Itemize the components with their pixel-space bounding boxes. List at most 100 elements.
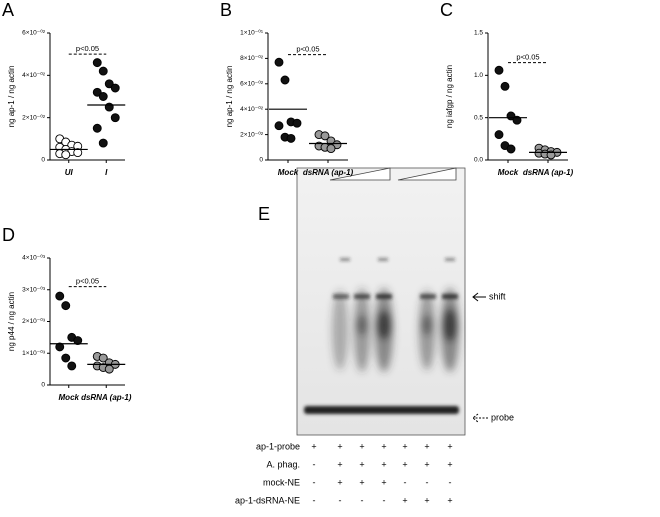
data-point [92, 123, 102, 133]
y-tick-label: 1.5 [474, 30, 483, 37]
y-tick-label: 2×10⁻⁰² [240, 130, 264, 138]
row-sign: + [381, 477, 386, 487]
y-tick-label: 0.0 [474, 157, 483, 164]
row-sign: + [447, 495, 452, 505]
data-point [55, 342, 65, 352]
data-point [98, 353, 108, 363]
data-point [61, 353, 71, 363]
data-point [104, 79, 114, 89]
row-sign: - [313, 459, 316, 469]
data-point [92, 58, 102, 68]
panel-letter: D [2, 225, 15, 245]
y-tick-label: 0 [41, 382, 45, 389]
data-point [326, 144, 336, 154]
row-sign: + [311, 441, 316, 451]
x-tick-label: dsRNA (ap-1) [523, 168, 574, 177]
y-tick-label: 1×10⁻⁰¹ [240, 29, 264, 37]
y-tick-label: 4×10⁻⁰³ [22, 254, 46, 262]
data-point [274, 57, 284, 67]
data-point [92, 87, 102, 97]
data-point [500, 81, 510, 91]
y-axis-label: ng iafgp / ng actin [445, 65, 454, 128]
row-sign: + [337, 459, 342, 469]
row-sign: + [381, 459, 386, 469]
row-sign: + [337, 477, 342, 487]
row-sign: + [447, 441, 452, 451]
y-tick-label: 8×10⁻⁰² [240, 54, 264, 62]
row-label: A. phag. [266, 459, 300, 469]
row-sign: - [313, 495, 316, 505]
row-sign: - [426, 477, 429, 487]
x-tick-label: I [105, 168, 108, 177]
gel-bands [304, 258, 459, 414]
shift-arrow [472, 292, 486, 302]
y-tick-label: 2×10⁻⁰² [22, 113, 46, 121]
y-tick-label: 4×10⁻⁰² [240, 105, 264, 113]
data-point [320, 131, 330, 141]
data-point [61, 150, 71, 160]
row-label: ap-1-probe [256, 441, 300, 451]
probe-arrow [472, 413, 488, 423]
shift-label: shift [489, 291, 506, 301]
significance-label: p<0.05 [516, 53, 539, 62]
y-tick-label: 0 [259, 157, 263, 164]
significance-label: p<0.05 [76, 44, 99, 53]
x-tick-label: Mock [498, 168, 519, 177]
x-tick-label: Mock [59, 393, 80, 402]
data-point [494, 130, 504, 140]
data-point [292, 118, 302, 128]
data-point [494, 65, 504, 75]
row-sign: - [449, 477, 452, 487]
y-tick-label: 4×10⁻⁰² [22, 71, 46, 79]
y-axis-label: ng ap-1 / ng actin [225, 66, 234, 128]
row-sign: - [383, 495, 386, 505]
row-label: ap-1-dsRNA-NE [235, 495, 300, 505]
x-tick-label: dsRNA (ap-1) [81, 393, 132, 402]
row-sign: + [424, 495, 429, 505]
row-sign: + [447, 459, 452, 469]
x-tick-label: dsRNA (ap-1) [303, 168, 354, 177]
data-point [73, 148, 83, 158]
row-sign: + [359, 441, 364, 451]
panel-letter: B [220, 0, 232, 20]
data-point [104, 364, 114, 374]
row-sign: + [402, 441, 407, 451]
panel-letter: E [258, 204, 270, 224]
data-point [286, 133, 296, 143]
row-sign: + [359, 477, 364, 487]
row-label: mock-NE [263, 477, 300, 487]
data-point [110, 113, 120, 123]
data-point [104, 102, 114, 112]
y-axis-label: ng ap-1 / ng actin [7, 66, 16, 128]
gradient-triangle [329, 167, 391, 181]
data-point [67, 361, 77, 371]
x-tick-label: Mock [278, 168, 299, 177]
row-sign: + [359, 459, 364, 469]
row-sign: + [402, 459, 407, 469]
data-point [506, 144, 516, 154]
y-tick-label: 3×10⁻⁰³ [22, 285, 46, 293]
y-tick-label: 0.5 [474, 114, 483, 121]
row-sign: + [402, 495, 407, 505]
data-point [280, 75, 290, 85]
row-sign: + [424, 441, 429, 451]
y-tick-label: 6×10⁻⁰² [240, 80, 264, 88]
y-tick-label: 6×10⁻⁰² [22, 29, 46, 37]
probe-label: probe [491, 412, 514, 422]
significance-label: p<0.05 [296, 45, 319, 54]
row-sign: - [339, 495, 342, 505]
x-tick-label: UI [65, 168, 74, 177]
row-sign: + [424, 459, 429, 469]
row-sign: - [361, 495, 364, 505]
gel-panel [296, 167, 488, 436]
y-tick-label: 2×10⁻⁰³ [22, 317, 46, 325]
gel-smears [332, 288, 459, 372]
data-point [98, 92, 108, 101]
y-tick-label: 1.0 [474, 72, 483, 79]
y-tick-label: 0 [41, 157, 45, 164]
panel-letter: A [2, 0, 14, 20]
data-point [110, 83, 120, 93]
data-point [61, 301, 71, 311]
y-tick-label: 1×10⁻⁰³ [22, 349, 46, 357]
panel-letter: C [440, 0, 453, 20]
